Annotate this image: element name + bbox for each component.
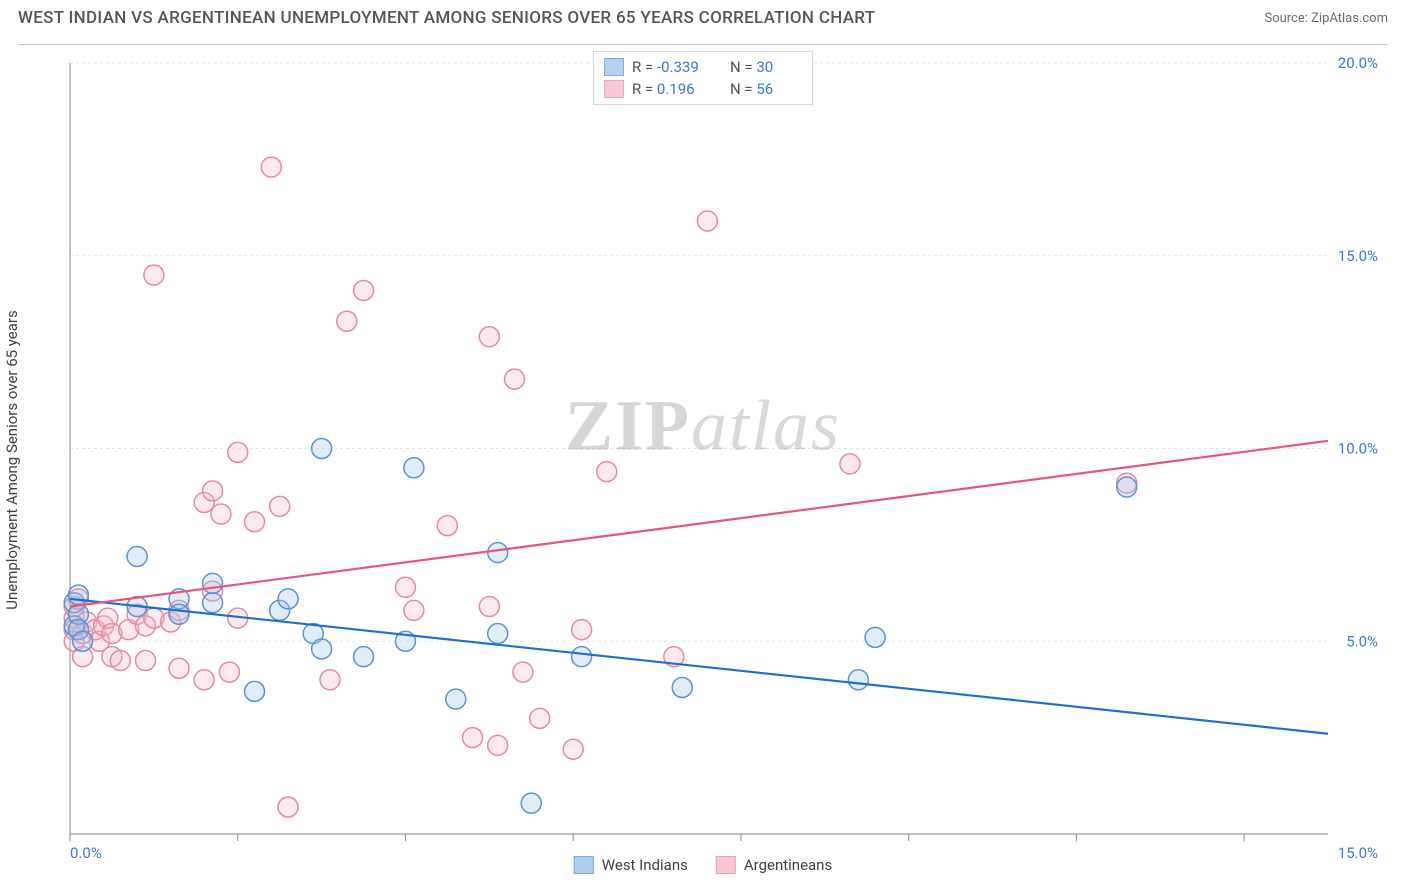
legend-swatch	[604, 80, 624, 98]
svg-text:15.0%: 15.0%	[1338, 844, 1378, 862]
legend-label: West Indians	[602, 856, 688, 874]
svg-text:10.0%: 10.0%	[1338, 440, 1378, 458]
legend-row: R = -0.339N = 30	[604, 56, 800, 78]
legend-swatch	[574, 856, 594, 874]
chart-area: Unemployment Among Seniors over 65 years…	[18, 44, 1388, 874]
legend-item: West Indians	[574, 856, 688, 874]
legend-swatch	[604, 58, 624, 76]
correlation-legend: R = -0.339N = 30R = 0.196N = 56	[593, 51, 813, 105]
y-axis-label: Unemployment Among Seniors over 65 years	[3, 310, 21, 609]
legend-item: Argentineans	[716, 856, 832, 874]
svg-text:0.0%: 0.0%	[70, 844, 102, 862]
legend-swatch	[716, 856, 736, 874]
legend-row: R = 0.196N = 56	[604, 78, 800, 100]
chart-title: WEST INDIAN VS ARGENTINEAN UNEMPLOYMENT …	[18, 8, 875, 28]
svg-text:5.0%: 5.0%	[1346, 632, 1378, 650]
svg-text:20.0%: 20.0%	[1338, 54, 1378, 72]
series-legend: West Indians Argentineans	[574, 856, 832, 874]
scatter-plot: 5.0% 10.0% 15.0% 20.0% 0.0% 15.0%	[60, 45, 1388, 874]
source-attribution: Source: ZipAtlas.com	[1264, 11, 1388, 26]
legend-label: Argentineans	[744, 856, 832, 874]
svg-text:15.0%: 15.0%	[1338, 247, 1378, 265]
